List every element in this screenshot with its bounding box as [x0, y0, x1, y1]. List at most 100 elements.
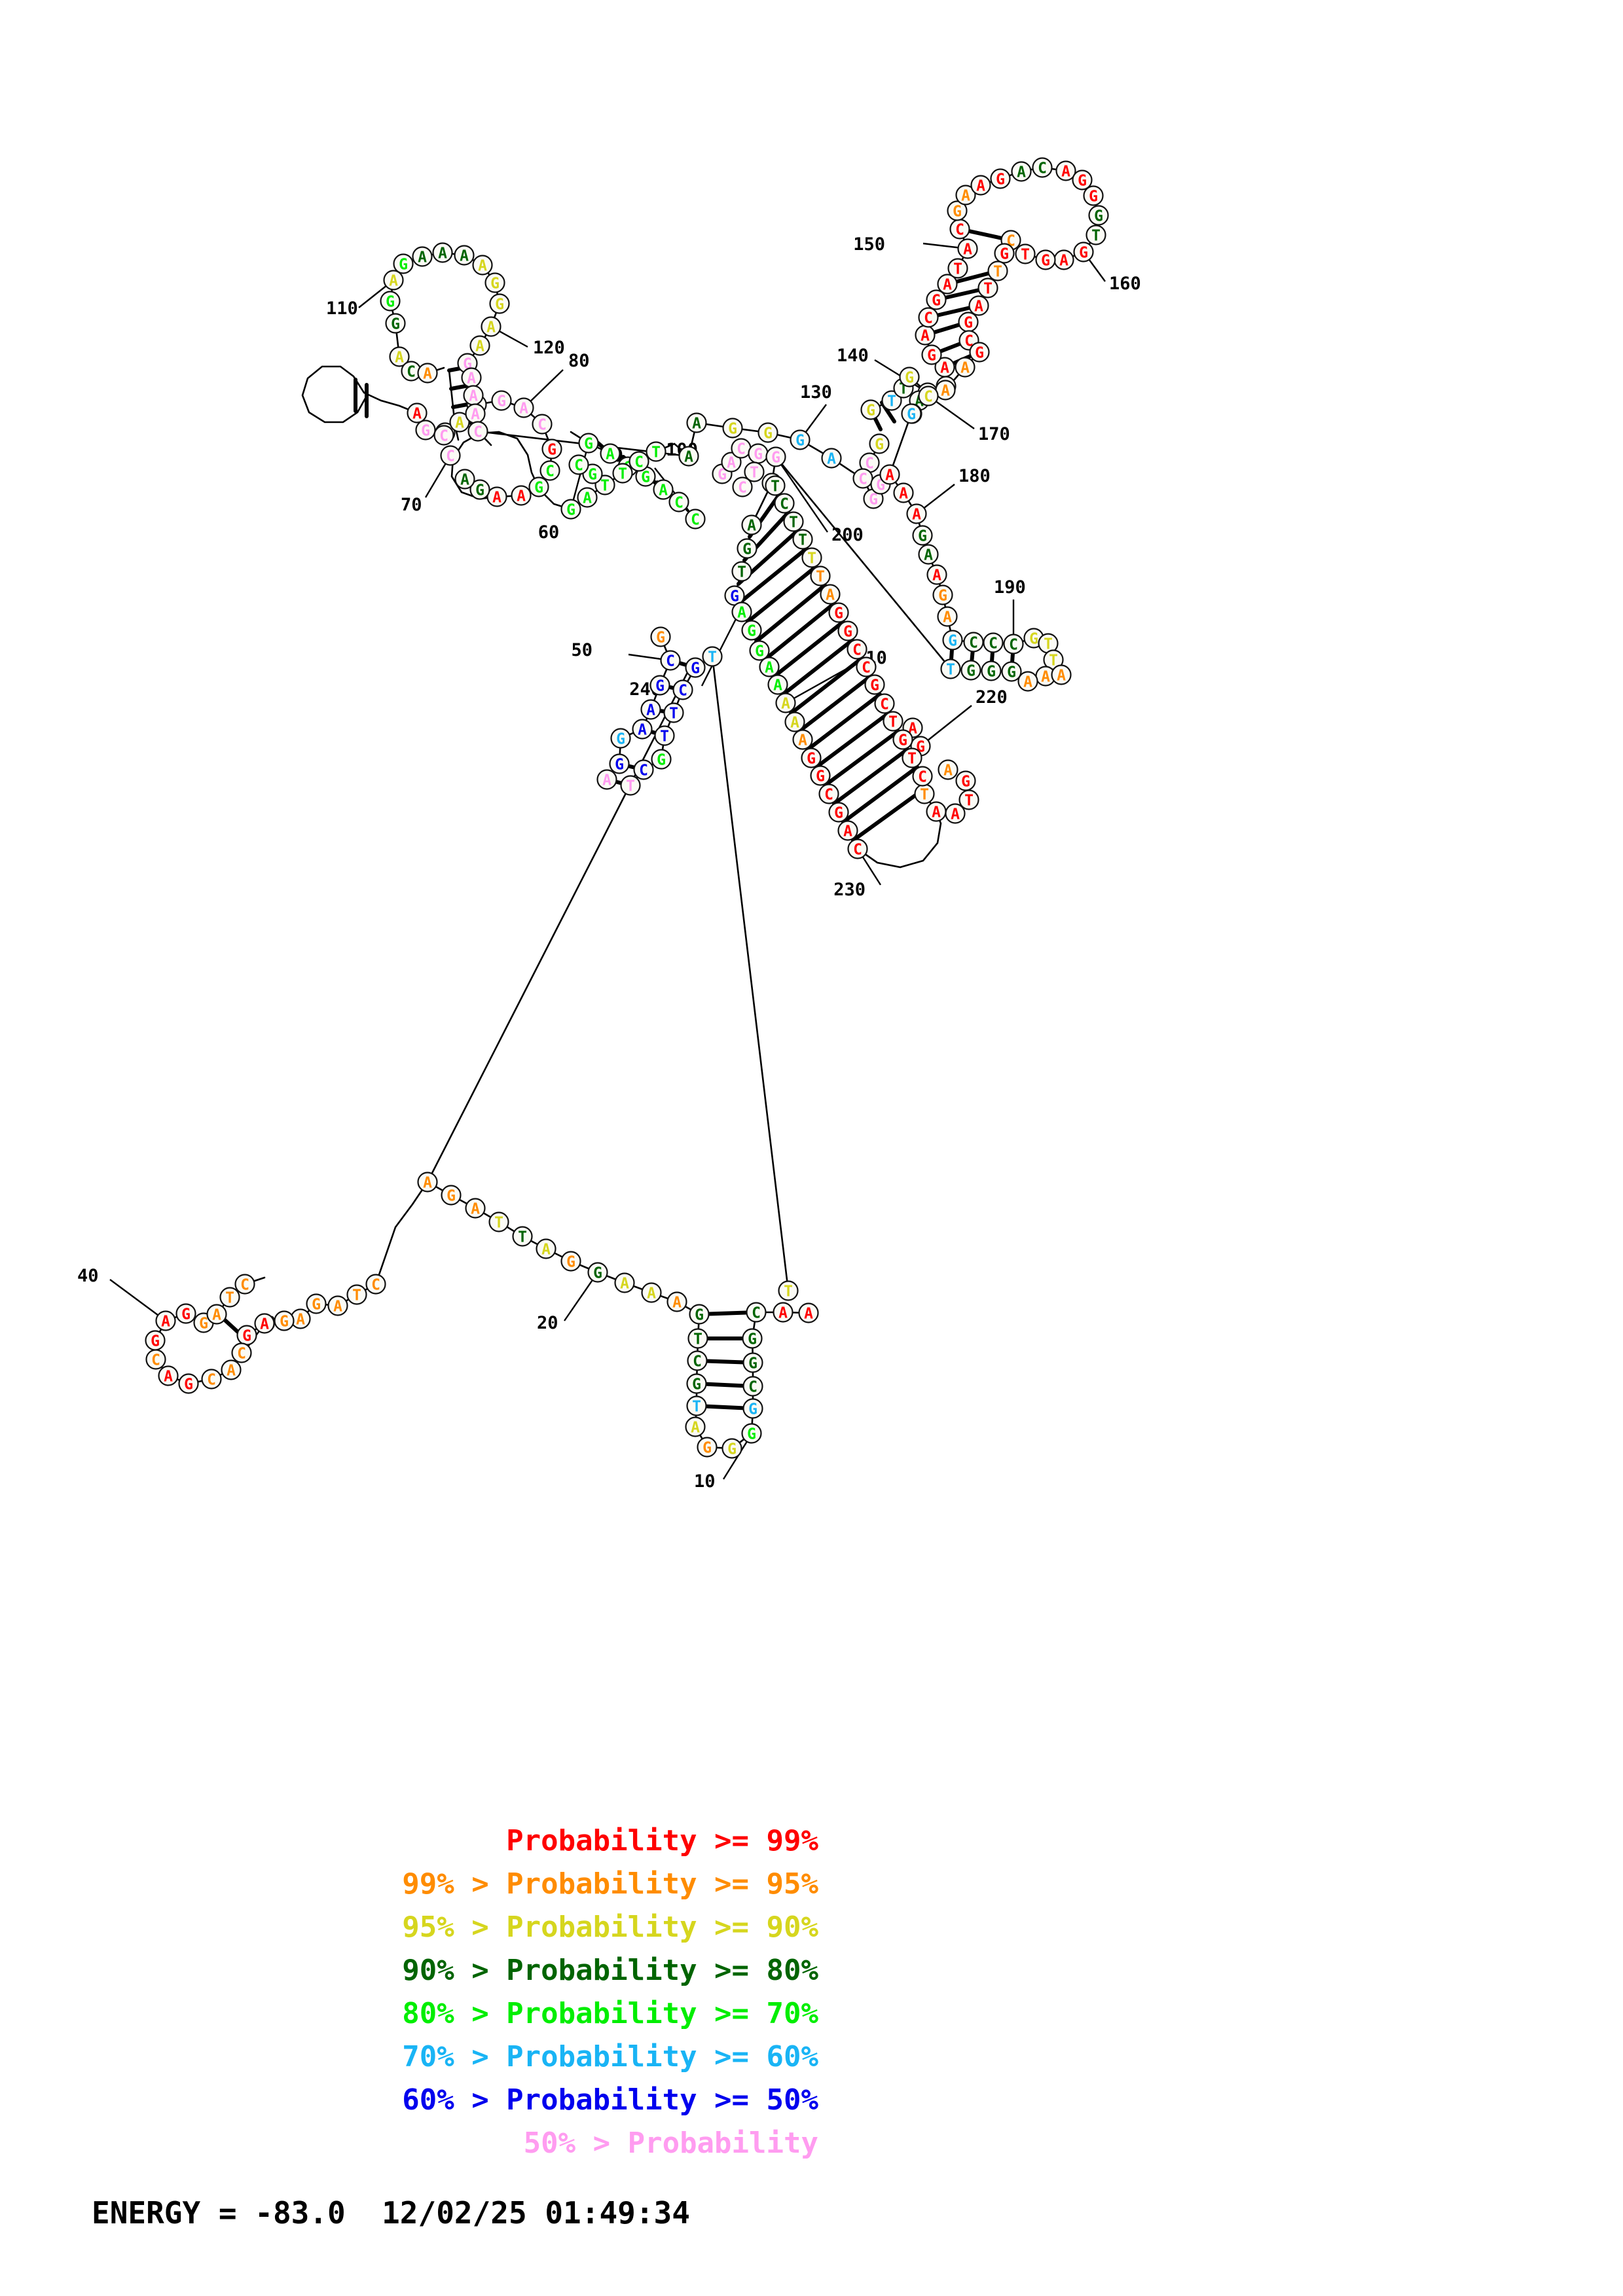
nucleotide-letter: G [975, 345, 984, 362]
nucleotide-circle [383, 270, 404, 291]
nucleotide: A [721, 452, 742, 473]
nucleotide-letter: A [885, 467, 894, 484]
nucleotide: G [1073, 242, 1094, 262]
nucleotide-letter: G [869, 492, 878, 509]
nucleotide-letter: C [858, 471, 867, 488]
nucleotide-letter: T [946, 662, 955, 679]
nucleotide: C [983, 632, 1004, 653]
label-220: 220 [976, 687, 1008, 708]
nucleotide: G [178, 1373, 199, 1394]
nucleotide-letter: A [940, 360, 949, 377]
nucleotide-circle [906, 503, 927, 524]
nucleotide: G [393, 253, 414, 274]
structure-svg: 10 20 30 40 50 60 70 80 90 100 110 120 1… [77, 157, 1141, 1492]
nucleotide-letter: G [181, 1306, 191, 1323]
nucleotide-circle [918, 386, 939, 406]
nucleotide-circle [828, 602, 849, 623]
nucleotide: A [1053, 249, 1074, 270]
nucleotide-letter: C [207, 1372, 216, 1389]
nucleotide-circle [765, 446, 786, 467]
nucleotide: A [641, 1282, 662, 1303]
nucleotide-circle [767, 674, 788, 695]
nucleotide-circle [678, 446, 699, 467]
nucleotide-letter: C [989, 636, 998, 653]
nucleotide-circle [883, 711, 903, 732]
nucleotide-letter: A [467, 370, 476, 387]
nucleotide-circle [746, 1302, 767, 1323]
nucleotide-circle [158, 1365, 179, 1386]
nucleotide-circle [874, 693, 895, 714]
nucleotide-letter: G [966, 663, 976, 680]
nucleotide: T [881, 390, 902, 411]
nucleotide: T [612, 463, 633, 484]
nucleotide: G [958, 312, 979, 332]
nucleotide-circle [178, 1373, 199, 1394]
nucleotide-letter: G [421, 423, 430, 440]
nucleotide-circle [609, 753, 630, 774]
nucleotide-circle [481, 316, 501, 337]
nucleotide-circle [491, 390, 512, 411]
label-160: 160 [1109, 274, 1141, 294]
nucleotide: A [798, 1302, 819, 1323]
nucleotide: T [902, 747, 922, 768]
label-170: 170 [978, 424, 1010, 444]
nucleotide-circle [327, 1295, 348, 1316]
nucleotide-circle [1003, 634, 1024, 655]
nucleotide: G [864, 674, 885, 695]
nucleotide: A [596, 769, 617, 790]
nucleotide: C [365, 1274, 386, 1295]
nucleotide-circle [653, 479, 674, 500]
nucleotide: G [892, 729, 913, 750]
nucleotide: A [915, 325, 936, 346]
nucleotide-circle [666, 1291, 687, 1312]
nucleotide: A [955, 357, 976, 378]
nucleotide-circle [432, 242, 453, 263]
nucleotide-letter: T [1044, 636, 1053, 653]
nucleotide: A [481, 316, 501, 337]
nucleotide: C [732, 476, 753, 497]
nucleotide: A [968, 295, 989, 316]
nucleotide-circle [1017, 671, 1038, 692]
nucleotide: C [568, 454, 589, 475]
nucleotide-circle [1088, 205, 1109, 226]
nucleotide-circle [957, 238, 978, 259]
nucleotide: C [672, 679, 693, 700]
nucleotide-letter: C [674, 495, 684, 512]
nucleotide-letter: A [212, 1307, 221, 1324]
nucleotide: A [918, 544, 939, 565]
nucleotide-circle [732, 476, 753, 497]
nucleotide: C [201, 1369, 222, 1390]
nucleotide-circle [765, 475, 786, 496]
nucleotide: G [912, 525, 933, 546]
nucleotide-letter: A [976, 178, 985, 195]
nucleotide: C [847, 838, 868, 859]
nucleotide: G [649, 675, 670, 696]
nucleotide-letter: C [240, 1277, 249, 1294]
nucleotide-letter: A [647, 1285, 656, 1302]
nucleotide-letter: A [395, 350, 404, 367]
nucleotide: A [792, 729, 813, 750]
nucleotide-letter: G [242, 1328, 251, 1345]
nucleotide: G [899, 367, 920, 387]
nucleotide-letter: C [574, 457, 583, 475]
nucleotide-circle [417, 1172, 438, 1193]
nucleotide-circle [820, 584, 841, 605]
nucleotide-letter: A [486, 319, 496, 336]
label-190: 190 [994, 577, 1026, 598]
nucleotide-letter: A [412, 406, 422, 423]
nucleotide-letter: T [518, 1229, 527, 1246]
label-40: 40 [77, 1266, 99, 1286]
nucleotide: C [918, 307, 939, 328]
nucleotide: C [874, 693, 895, 714]
nucleotide-letter: C [407, 364, 416, 381]
nucleotide: G [994, 243, 1015, 264]
nucleotide-letter: C [691, 512, 700, 529]
nucleotide-letter: G [280, 1314, 289, 1331]
nucleotide: C [467, 421, 488, 442]
nucleotide-letter: A [471, 1201, 480, 1218]
nucleotide-letter: A [765, 660, 774, 677]
nucleotide-circle [918, 544, 939, 565]
nucleotide-letter: A [161, 1314, 170, 1331]
nucleotide: T [346, 1284, 367, 1305]
label-140: 140 [837, 346, 869, 366]
